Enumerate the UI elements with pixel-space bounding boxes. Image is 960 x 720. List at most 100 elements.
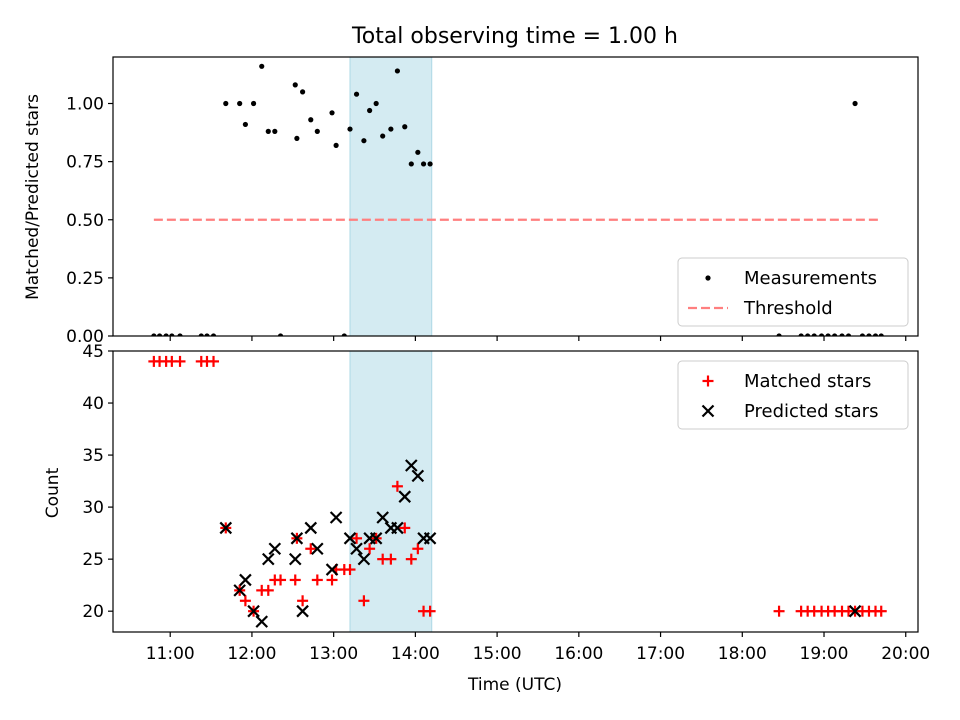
predicted-stars-point-3 xyxy=(247,604,260,618)
predicted-stars-point-9-b xyxy=(296,604,309,618)
measurements-point-1 xyxy=(156,333,163,336)
measurements-point-26 xyxy=(361,138,367,144)
predicted-stars-point-10 xyxy=(304,521,318,535)
ratio-y-tick-label-3: 0.75 xyxy=(66,153,104,173)
predicted-stars-point-21 xyxy=(391,521,404,535)
measurements-point-27 xyxy=(367,107,373,114)
predicted-stars-point-6 xyxy=(268,542,282,556)
predicted-stars-point-10-b xyxy=(304,521,318,535)
matched-stars-point-50 xyxy=(875,605,887,617)
predicted-stars-point-24-b xyxy=(411,469,425,483)
measurements-point-10 xyxy=(242,121,248,128)
predicted-stars-point-22 xyxy=(398,490,412,503)
x-tick-label-1700: 17:00 xyxy=(636,644,685,664)
x-tick-label-1300: 13:00 xyxy=(309,644,358,664)
measurements-point-33 xyxy=(408,161,414,167)
legend-matched-stars-label: Matched stars xyxy=(744,371,871,392)
predicted-stars-point-16-b xyxy=(357,552,371,566)
measurements-point-0 xyxy=(151,333,157,336)
measurements-point-7 xyxy=(210,333,217,336)
ratio-frame xyxy=(112,56,919,337)
ratio-y-tick-label-1: 0.25 xyxy=(66,269,104,289)
predicted-stars-point-1 xyxy=(233,584,246,597)
measurements-point-48 xyxy=(866,333,872,336)
chart-title: Total observing time = 1.00 h xyxy=(351,24,678,49)
counts-y-tick-label-3: 35 xyxy=(82,446,104,466)
x-tick-label-1900: 19:00 xyxy=(800,644,849,664)
measurements-point-49 xyxy=(872,333,879,336)
measurements-point-32 xyxy=(402,124,408,130)
counts-y-tick-label-1: 25 xyxy=(82,550,104,570)
predicted-stars-point-11-b xyxy=(311,542,324,556)
predicted-stars-point-5 xyxy=(262,552,275,566)
predicted-stars-point-6-b xyxy=(268,542,282,556)
predicted-stars-point-22-b xyxy=(398,490,412,503)
predicted-stars-point-24 xyxy=(411,469,425,483)
counts-y-tick-label-2: 30 xyxy=(82,498,104,518)
measurements-point-5 xyxy=(198,333,204,336)
matched-stars-point-19 xyxy=(305,543,317,555)
matched-stars-point-4 xyxy=(174,355,186,367)
predicted-stars-point-14 xyxy=(343,532,357,545)
matched-stars-point-33 xyxy=(405,553,417,565)
measurements-point-9 xyxy=(237,100,243,107)
legend-measurements-label: Measurements xyxy=(744,268,877,289)
counts-plot-area xyxy=(148,355,887,628)
matched-stars-point-10 xyxy=(239,595,251,607)
measurements-point-43 xyxy=(832,333,838,336)
x-tick-label-1500: 15:00 xyxy=(473,644,522,664)
measurements-point-20 xyxy=(314,128,320,134)
matched-stars-point-36 xyxy=(424,605,436,617)
predicted-stars-point-7-b xyxy=(290,532,304,545)
counts-legend-box xyxy=(677,360,909,430)
measurements-point-14 xyxy=(272,128,278,134)
predicted-stars-point-23 xyxy=(405,459,418,472)
matched-stars-point-15 xyxy=(275,574,287,586)
predicted-stars-point-1-b xyxy=(233,584,246,597)
matched-stars-point-27 xyxy=(364,543,376,555)
legend-predicted-stars-handle-b xyxy=(701,404,715,418)
measurements-point-18 xyxy=(300,89,306,95)
predicted-stars-point-12-b xyxy=(325,563,339,576)
x-tick-label-1400: 14:00 xyxy=(391,644,440,664)
predicted-stars-point-16 xyxy=(357,552,371,566)
predicted-stars-point-9 xyxy=(296,604,309,618)
predicted-stars-point-18-b xyxy=(369,532,383,545)
measurements-point-40 xyxy=(811,333,817,336)
measurements-point-12 xyxy=(259,63,265,69)
predicted-stars-point-8 xyxy=(288,552,302,566)
predicted-stars-point-27-b xyxy=(848,604,862,618)
measurements-point-30 xyxy=(388,126,394,132)
predicted-stars-point-11 xyxy=(311,542,324,556)
measurements-point-42 xyxy=(825,333,831,336)
y-axis-label-ratio: Matched/Predicted stars xyxy=(23,94,43,300)
measurements-point-47 xyxy=(859,333,866,336)
matched-stars-point-31 xyxy=(391,480,403,492)
predicted-stars-point-23-b xyxy=(405,459,418,472)
measurements-point-44 xyxy=(839,333,845,336)
measurements-point-4 xyxy=(177,333,183,336)
measurements-point-31 xyxy=(394,68,401,74)
legend-threshold-label: Threshold xyxy=(743,298,833,319)
x-tick-label-2000: 20:00 xyxy=(881,644,930,664)
x-tick-label-1800: 18:00 xyxy=(718,644,767,664)
measurements-point-41 xyxy=(818,333,825,336)
measurements-point-15 xyxy=(277,333,284,336)
predicted-stars-point-13-b xyxy=(329,511,343,524)
ratio-y-tick-label-2: 0.50 xyxy=(66,211,104,231)
measurements-point-46 xyxy=(852,100,858,107)
predicted-stars-point-26-b xyxy=(423,532,437,545)
matched-stars-point-24 xyxy=(344,564,356,576)
predicted-stars-point-19-b xyxy=(376,511,389,524)
legend-measurements-handle xyxy=(705,275,711,281)
matched-stars-point-16 xyxy=(289,574,301,586)
legend-predicted-stars-label: Predicted stars xyxy=(744,401,878,422)
legend-predicted-stars-handle xyxy=(701,404,715,418)
matched-stars-point-37 xyxy=(773,605,785,617)
predicted-stars-point-8-b xyxy=(288,552,302,566)
predicted-stars-point-18 xyxy=(369,532,383,545)
matched-stars-point-25 xyxy=(351,532,363,544)
predicted-stars-point-12 xyxy=(325,563,339,576)
matched-stars-point-30 xyxy=(385,553,397,565)
